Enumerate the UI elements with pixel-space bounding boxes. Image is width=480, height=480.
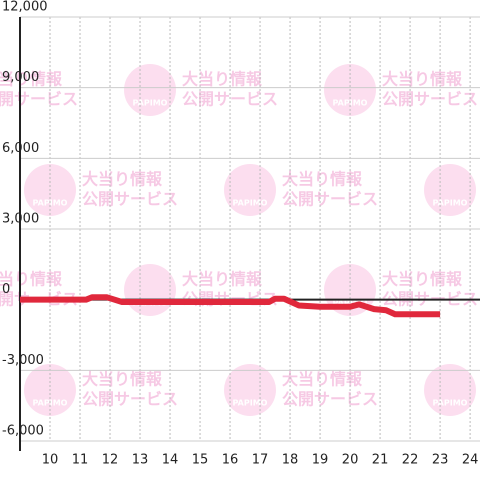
watermark-line1: 大当り情報 <box>182 270 263 289</box>
x-tick-label: 23 <box>432 453 449 468</box>
x-tick-label: 11 <box>72 453 89 468</box>
watermark-logo: PAPIMO <box>233 399 268 408</box>
watermark-line1: 大当り情報 <box>182 70 263 89</box>
x-tick-label: 19 <box>312 453 329 468</box>
watermark-line2: 公開サービス <box>0 90 78 109</box>
x-tick-label: 20 <box>342 453 359 468</box>
x-tick-label: 12 <box>102 453 119 468</box>
x-tick-label: 14 <box>162 453 179 468</box>
x-tick-label: 22 <box>402 453 419 468</box>
watermark-line1: 大当り情報 <box>0 270 63 289</box>
watermark: PAPIMO大当り情報公開サービスPAPIMO大当り情報公開サービスPAPIMO… <box>0 64 478 416</box>
series-line <box>20 294 441 318</box>
watermark-logo-circle <box>424 364 476 416</box>
x-tick-label: 21 <box>372 453 389 468</box>
watermark-line1: 大当り情報 <box>382 70 463 89</box>
watermark-logo-circle <box>424 164 476 216</box>
watermark-logo: PAPIMO <box>433 399 468 408</box>
watermark-logo-circle <box>124 64 176 116</box>
x-tick-label: 17 <box>252 453 269 468</box>
watermark-line1: 大当り情報 <box>382 270 463 289</box>
watermark-line2: 公開サービス <box>282 190 378 209</box>
watermark-logo: PAPIMO <box>133 99 168 108</box>
y-tick-label: -3,000 <box>2 353 44 368</box>
watermark-line1: 大当り情報 <box>282 170 363 189</box>
watermark-line1: 大当り情報 <box>0 70 63 89</box>
x-tick-label: 18 <box>282 453 299 468</box>
x-tick-label: 15 <box>192 453 209 468</box>
y-tick-label: 12,000 <box>2 0 48 15</box>
y-tick-label: -6,000 <box>2 424 44 439</box>
watermark-logo-circle <box>224 364 276 416</box>
watermark-line2: 公開サービス <box>82 390 178 409</box>
watermark-line1: 大当り情報 <box>82 370 163 389</box>
watermark-logo: PAPIMO <box>433 199 468 208</box>
x-tick-label: 10 <box>42 453 59 468</box>
watermark-line1: 大当り情報 <box>82 170 163 189</box>
y-tick-label: 0 <box>2 282 10 297</box>
watermark-line2: 公開サービス <box>82 190 178 209</box>
x-tick-label: 13 <box>132 453 149 468</box>
watermark-line1: 大当り情報 <box>282 370 363 389</box>
watermark-line2: 公開サービス <box>382 90 478 109</box>
x-tick-label: 16 <box>222 453 239 468</box>
x-tick-label: 24 <box>462 453 479 468</box>
watermark-logo: PAPIMO <box>233 199 268 208</box>
watermark-logo-circle <box>124 264 176 316</box>
watermark-logo-circle <box>224 164 276 216</box>
watermark-line2: 公開サービス <box>282 390 378 409</box>
